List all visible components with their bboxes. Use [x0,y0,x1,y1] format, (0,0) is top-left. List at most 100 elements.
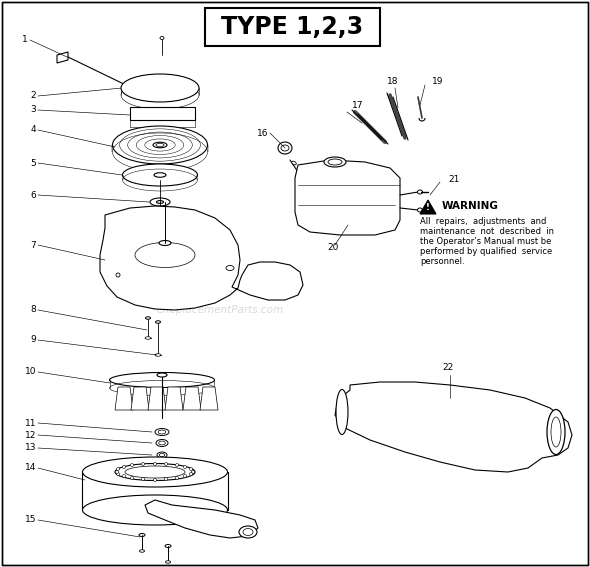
Text: 8: 8 [30,306,36,315]
Ellipse shape [110,373,215,387]
Ellipse shape [155,354,161,356]
Ellipse shape [115,463,195,480]
Ellipse shape [281,145,289,151]
Ellipse shape [125,466,185,478]
Circle shape [130,463,133,467]
Text: 13: 13 [25,443,36,452]
Ellipse shape [133,78,188,98]
Ellipse shape [547,409,565,455]
Text: 11: 11 [25,418,36,428]
Ellipse shape [418,190,422,194]
Text: 7: 7 [30,240,36,249]
Circle shape [123,475,126,477]
Circle shape [142,463,145,466]
Text: 12: 12 [25,430,36,439]
Ellipse shape [324,157,346,167]
Ellipse shape [159,454,165,456]
Ellipse shape [158,430,166,434]
Circle shape [130,476,133,480]
Ellipse shape [278,142,292,154]
Circle shape [165,463,168,466]
Text: 4: 4 [30,125,36,134]
Text: 10: 10 [25,367,36,376]
Ellipse shape [165,544,171,548]
Text: TYPE 1,2,3: TYPE 1,2,3 [221,15,363,39]
Text: 20: 20 [327,243,339,252]
Ellipse shape [153,142,167,148]
Ellipse shape [83,495,228,525]
Ellipse shape [243,528,253,535]
Text: eReplacementParts.com: eReplacementParts.com [156,305,284,315]
Ellipse shape [135,243,195,268]
Ellipse shape [145,337,151,339]
Ellipse shape [159,240,171,246]
Ellipse shape [418,208,422,212]
Text: !: ! [426,202,430,211]
Text: the Operator’s Manual must be: the Operator’s Manual must be [420,238,552,247]
Ellipse shape [139,534,145,536]
Circle shape [153,463,156,466]
Ellipse shape [551,417,561,447]
Ellipse shape [160,36,164,40]
Polygon shape [148,387,166,410]
Text: 16: 16 [257,129,268,138]
Text: 2: 2 [30,91,36,100]
Ellipse shape [154,173,166,177]
Ellipse shape [226,265,234,270]
Ellipse shape [156,321,160,323]
Ellipse shape [123,164,198,186]
Text: 14: 14 [25,463,36,472]
Circle shape [153,479,156,481]
Polygon shape [115,387,133,410]
Polygon shape [57,52,68,63]
Ellipse shape [291,161,296,165]
Polygon shape [131,387,149,410]
Ellipse shape [159,441,165,445]
Text: 17: 17 [352,100,364,109]
Circle shape [183,475,186,477]
Ellipse shape [166,561,171,563]
Ellipse shape [121,74,199,102]
Circle shape [175,463,179,467]
Text: WARNING: WARNING [442,201,499,211]
Circle shape [116,472,120,476]
Ellipse shape [83,457,228,487]
Polygon shape [145,500,258,538]
Polygon shape [200,387,218,410]
Ellipse shape [156,201,163,204]
Text: 18: 18 [387,78,399,87]
Text: 21: 21 [448,176,460,184]
Ellipse shape [146,317,150,319]
Circle shape [189,468,192,471]
Circle shape [192,471,195,473]
Polygon shape [183,387,201,410]
Text: 22: 22 [442,363,454,373]
Circle shape [116,273,120,277]
Text: 6: 6 [30,191,36,200]
Text: maintenance  not  described  in: maintenance not described in [420,227,554,236]
Text: 15: 15 [25,515,36,524]
Ellipse shape [328,159,342,165]
Ellipse shape [155,429,169,435]
Polygon shape [420,200,436,214]
Text: 3: 3 [30,105,36,115]
Circle shape [127,85,133,91]
Polygon shape [165,387,183,410]
Text: 9: 9 [30,336,36,345]
Circle shape [116,471,119,473]
Ellipse shape [156,143,164,147]
Circle shape [116,468,120,471]
Ellipse shape [151,84,169,91]
Ellipse shape [139,550,145,552]
Circle shape [123,466,126,468]
Ellipse shape [336,390,348,434]
Circle shape [189,472,192,476]
Circle shape [142,477,145,480]
Text: All  repairs,  adjustments  and: All repairs, adjustments and [420,218,546,226]
Text: personnel.: personnel. [420,257,465,266]
Ellipse shape [239,526,257,538]
Polygon shape [295,160,400,235]
Circle shape [175,476,179,480]
Polygon shape [335,382,572,472]
Ellipse shape [157,452,167,458]
